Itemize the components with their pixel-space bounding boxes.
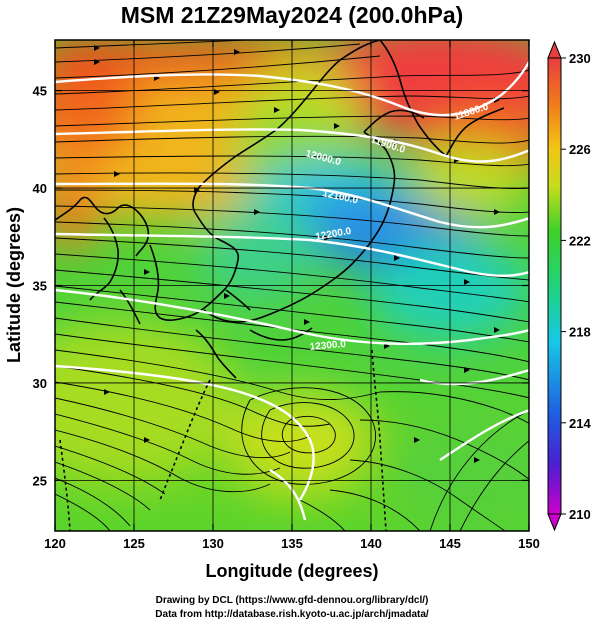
island-chains — [59, 349, 387, 531]
x-tick-label: 130 — [202, 536, 224, 551]
colorbar-tick-label: 218 — [569, 325, 591, 340]
x-tick-label: 135 — [281, 536, 303, 551]
x-tick-label: 150 — [518, 536, 540, 551]
x-tick-label: 125 — [123, 536, 145, 551]
y-tick-label: 35 — [33, 279, 47, 294]
x-axis: 120 125 130 135 140 145 150 — [44, 40, 540, 551]
x-axis-label: Longitude (degrees) — [205, 561, 378, 581]
colorbar-scale — [547, 57, 562, 515]
colorbar-tick-label: 230 — [569, 51, 591, 66]
y-tick-label: 25 — [33, 473, 47, 488]
x-tick-label: 120 — [44, 536, 66, 551]
y-axis-label: Latitude (degrees) — [4, 207, 24, 363]
colorbar-tick-label: 210 — [569, 507, 591, 522]
y-tick-label: 30 — [33, 376, 47, 391]
plot-area: 11800.0 11900.0 12000.0 12100.0 12200.0 … — [55, 40, 529, 531]
colorbar-max-extension — [547, 40, 562, 59]
x-tick-label: 145 — [439, 536, 461, 551]
y-tick-label: 45 — [33, 84, 47, 99]
y-tick-label: 40 — [33, 181, 47, 196]
colorbar-tick-label: 226 — [569, 142, 591, 157]
lat-lon-grid — [55, 40, 529, 531]
colorbar-tick-label: 214 — [569, 416, 591, 431]
colorbar: 210 214 218 222 226 230 — [547, 40, 591, 532]
colorbar-tick-label: 222 — [569, 233, 591, 248]
colorbar-min-extension — [547, 513, 562, 532]
credit-drawing: Drawing by DCL (https://www.gfd-dennou.o… — [156, 595, 429, 606]
y-axis: 25 30 35 40 45 — [33, 84, 529, 488]
height-contours — [55, 59, 529, 521]
wind-streamlines — [55, 40, 529, 531]
credit-data: Data from http://database.rish.kyoto-u.a… — [155, 609, 429, 620]
x-tick-label: 140 — [360, 536, 382, 551]
contour-label-12300: 12300.0 — [309, 339, 346, 353]
map-title: MSM 21Z29May2024 (200.0hPa) — [121, 2, 464, 28]
